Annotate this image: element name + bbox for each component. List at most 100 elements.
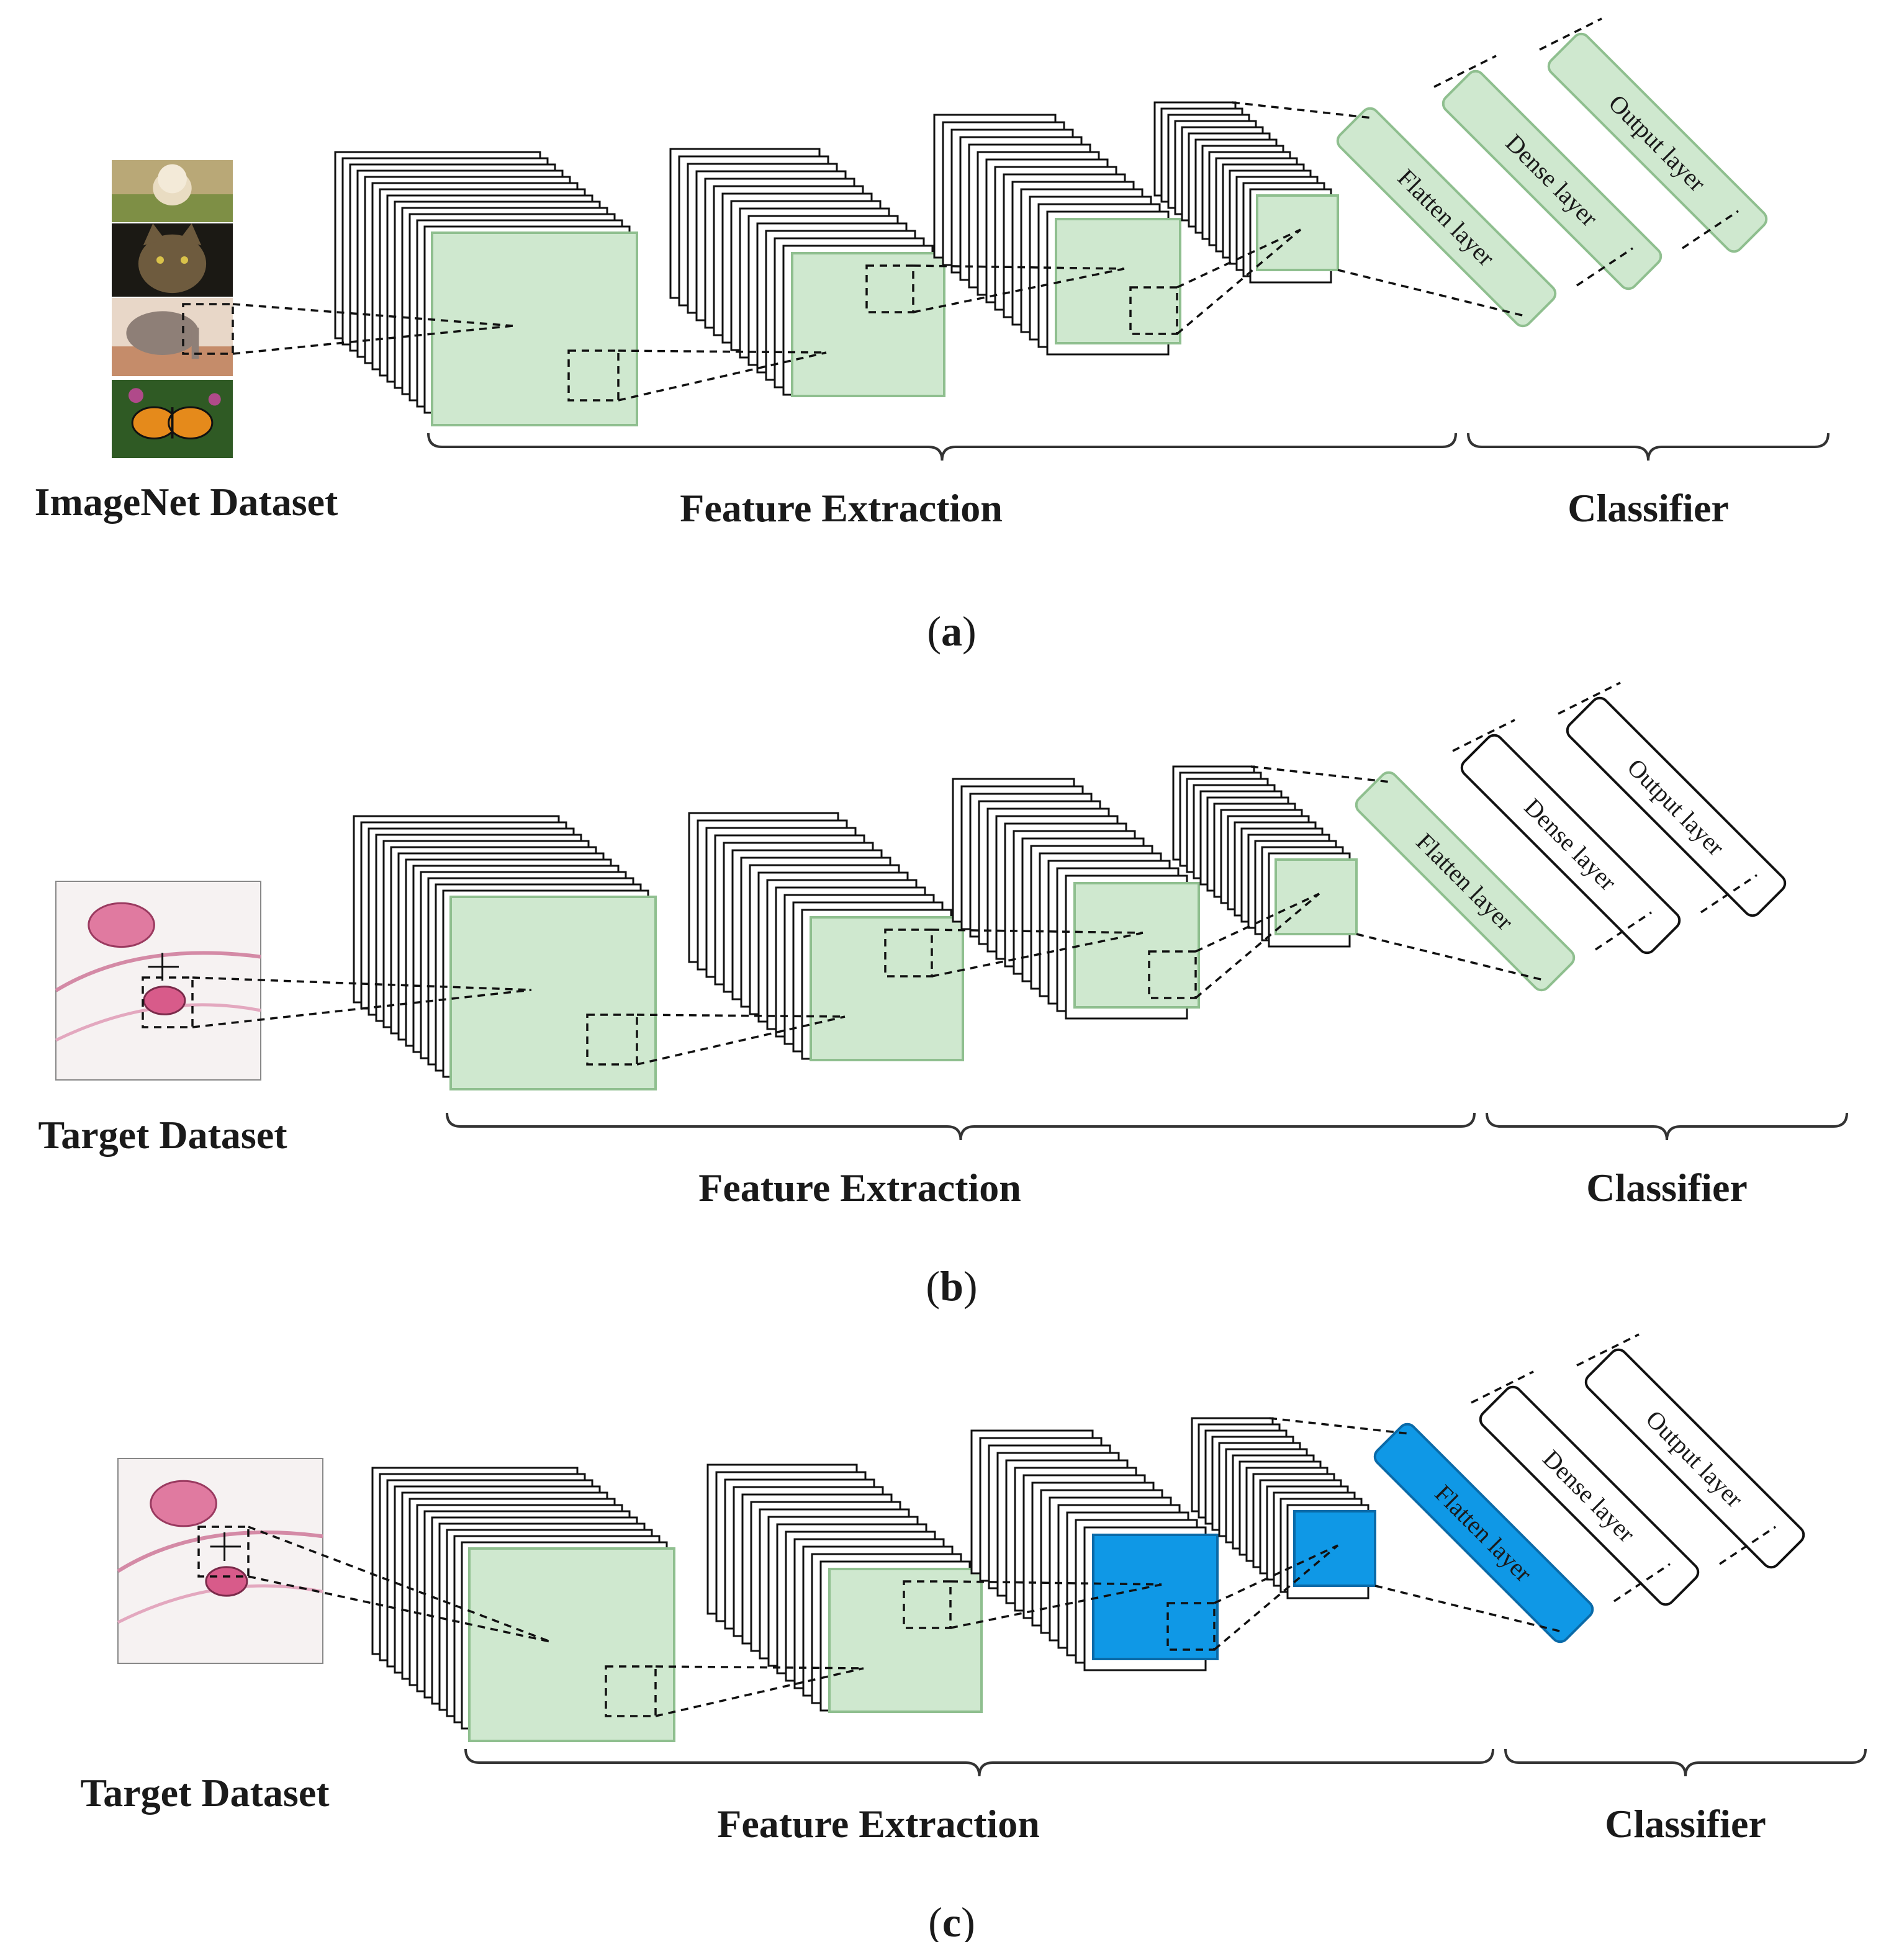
feature-map-front-face [828,1568,983,1713]
classifier-label: Classifier [1568,486,1729,530]
conv-block-1 [334,151,638,426]
kernel-dashed-square [1166,1602,1216,1651]
elephant-trunk [191,327,199,359]
cat-eye [181,256,188,264]
connector-dashed-line [1214,1544,1338,1604]
classifier-brace [1504,1748,1867,1777]
connector-dashed-line [192,976,532,991]
connector-dashed-line [1576,1333,1640,1367]
elephant-photo-icon [112,298,233,376]
output-layer-body [1566,696,1787,917]
feature-extraction-label: Feature Extraction [717,1802,1040,1846]
connector-dashed-line [636,1015,846,1066]
feature-map-front-face [431,232,638,426]
connector-dashed-line [618,351,827,402]
connector-dashed-line [618,349,827,354]
dense-layer-body [1479,1385,1700,1606]
dense-layer: Dense layer [1460,734,1681,955]
output-layer-body [1547,32,1768,253]
conv-block-2 [706,1463,983,1713]
tissue-band [55,951,261,992]
tissue-cluster [205,1566,248,1597]
connector-dashed-line [1195,892,1320,953]
flatten-layer-body [1355,771,1576,992]
feature-map-front-face [1073,882,1200,1009]
connector-dashed-line [1700,874,1757,914]
histology-plot-icon [55,881,261,1081]
conv-block-3 [952,778,1200,1020]
kernel-dashed-square [1148,950,1197,999]
connector-dashed-line [950,1583,1162,1629]
classifier-brace [1467,433,1830,461]
connector-dashed-line [1539,17,1602,51]
connector-dashed-line [1682,210,1739,249]
flower [208,393,221,406]
feature-map-front-face [810,916,964,1061]
elephant-body [126,311,199,355]
output-layer-body [1584,1348,1805,1569]
caption-letter: a [941,608,962,655]
feature-map-front-face [449,896,657,1090]
conv-block-2 [669,148,945,397]
caption-close-paren: ) [963,1262,978,1310]
connector-dashed-line [655,1665,864,1670]
feature-extraction-brace [464,1748,1494,1777]
tissue-cluster [88,902,155,948]
butterfly-photo-icon [112,380,233,458]
connector-dashed-line [1374,1585,1565,1634]
panel-caption: (b) [926,1262,977,1310]
classifier-label: Classifier [1586,1166,1748,1210]
conv-block-4 [1191,1417,1376,1599]
histology-plot-icon [117,1458,323,1664]
dog-photo-icon [112,160,233,222]
dataset-label: Target Dataset [80,1771,330,1815]
feature-extraction-brace [446,1112,1476,1141]
kernel-dashed-square [903,1580,952,1629]
connector-dashed-line [192,989,532,1028]
kernel-dashed-square [605,1665,657,1717]
kernel-dashed-square [865,264,914,313]
kernel-dashed-square [567,349,620,402]
caption-letter: b [940,1262,963,1310]
kernel-dashed-square [182,303,234,355]
cat-photo-icon [112,223,233,297]
conv-block-3 [933,114,1181,356]
panel-caption: (c) [928,1899,975,1942]
dataset-label: ImageNet Dataset [35,480,338,524]
connector-dashed-line [1613,1563,1671,1603]
conv-block-4 [1153,101,1339,284]
caption-close-paren: ) [962,608,977,655]
connector-dashed-line [1471,1370,1534,1404]
flower [129,388,143,403]
connector-dashed-line [913,264,1125,270]
feature-extraction-label: Feature Extraction [698,1166,1021,1210]
connector-dashed-line [1269,1417,1410,1435]
connector-dashed-line [1452,719,1515,752]
connector-dashed-line [1213,1544,1339,1651]
dense-layer-body [1442,70,1663,290]
flatten-layer-body [1373,1423,1594,1643]
kernel-dashed-square [1129,286,1178,335]
feature-map-front-face [1092,1534,1219,1660]
dataset-label: Target Dataset [38,1113,287,1157]
caption-letter: c [942,1899,961,1942]
connector-dashed-line [931,932,1144,978]
feature-map-front-face [791,252,945,397]
kernel-dashed-square [586,1014,638,1066]
connector-dashed-line [1356,933,1546,982]
caption-open-paren: ( [926,1262,940,1310]
connector-dashed-line [1337,269,1528,318]
flatten-layer-body [1336,107,1557,328]
tissue-cluster [150,1480,217,1527]
dense-layer-body [1460,734,1681,955]
caption-open-paren: ( [928,1899,942,1942]
connector-dashed-line [1433,55,1497,88]
conv-block-2 [688,812,964,1061]
connector-dashed-line [913,267,1125,313]
dataset-images [112,160,233,458]
kernel-dashed-square [197,1526,250,1578]
cat-ear [179,223,202,246]
